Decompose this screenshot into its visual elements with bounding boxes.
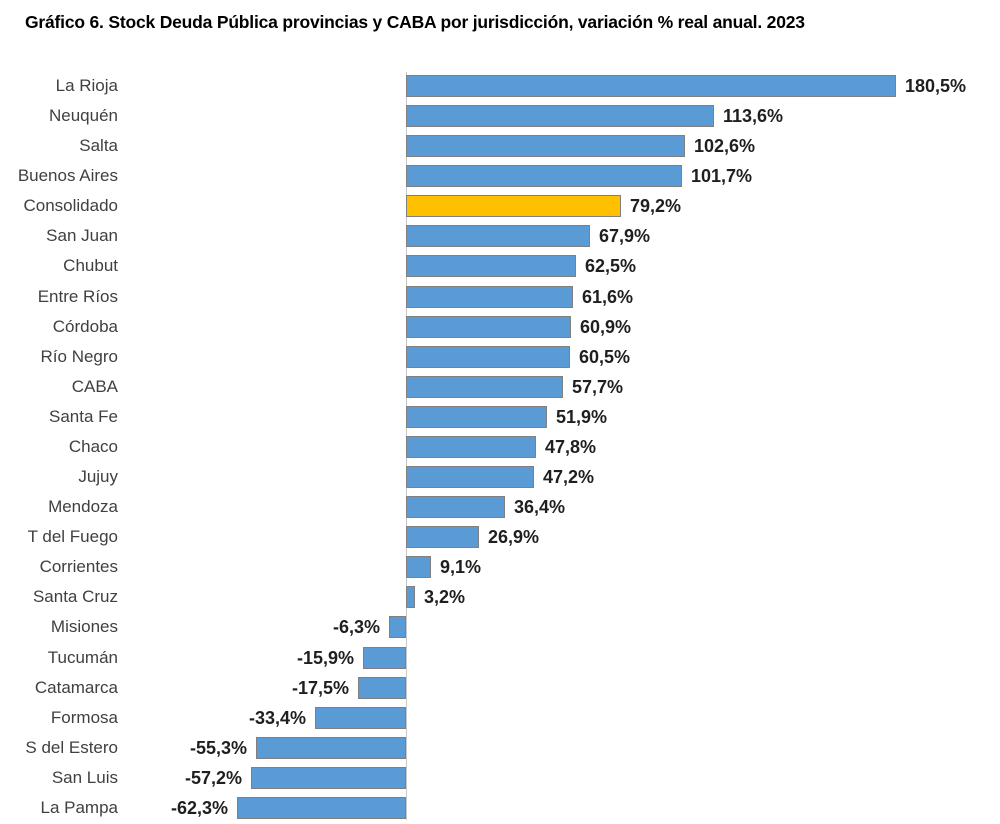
value-label: 180,5% [905,76,967,96]
bar [315,707,406,729]
category-label: La Rioja [55,76,118,95]
category-label: Buenos Aires [17,166,118,185]
bar [363,647,406,669]
value-label: 60,9% [580,317,632,337]
category-label: Tucumán [47,648,118,667]
bar [406,135,685,157]
category-label: Consolidado [23,196,118,215]
category-label: La Pampa [40,798,119,817]
bar [406,526,479,548]
category-label: Mendoza [48,497,118,516]
value-label: 60,5% [579,347,631,367]
bar [237,797,406,819]
bar [406,586,415,608]
category-label: Santa Cruz [32,587,118,606]
category-label: Entre Ríos [37,287,118,306]
bar [358,677,406,699]
value-label: -62,3% [170,798,228,818]
bar [406,165,682,187]
category-label: S del Estero [25,738,118,757]
value-label: 51,9% [556,407,608,427]
category-label: Salta [79,136,118,155]
bar [406,406,547,428]
category-label: Río Negro [40,347,118,366]
value-label: -33,4% [248,708,306,728]
category-label: Catamarca [34,678,118,697]
value-label: 36,4% [514,497,566,517]
category-label: Córdoba [52,317,118,336]
bar [406,436,536,458]
value-label: 3,2% [424,587,466,607]
category-label: Chubut [63,256,118,275]
category-label: Misiones [50,617,118,636]
bar [406,496,505,518]
category-label: Chaco [68,437,118,456]
value-label: -17,5% [291,678,349,698]
category-label: T del Fuego [27,527,118,546]
value-label: 47,2% [543,467,595,487]
value-label: 61,6% [582,287,634,307]
bar [251,767,406,789]
chart-title: Gráfico 6. Stock Deuda Pública provincia… [25,12,805,32]
category-label: Corrientes [39,557,118,576]
bar [406,255,576,277]
value-label: 113,6% [723,106,784,126]
bar [406,286,573,308]
bar [406,105,714,127]
value-label: 47,8% [545,437,597,457]
value-label: 79,2% [630,196,682,216]
bar [406,466,534,488]
category-label: San Juan [46,226,118,245]
category-label: Formosa [50,708,118,727]
value-label: 102,6% [694,136,756,156]
value-label: -15,9% [296,648,354,668]
bar [256,737,406,759]
bar [389,616,406,638]
category-label: CABA [71,377,118,396]
value-label: -6,3% [332,617,380,637]
bar [406,195,621,217]
category-label: Neuquén [48,106,118,125]
value-label: 67,9% [599,226,651,246]
category-label: San Luis [51,768,118,787]
bar [406,346,570,368]
bar [406,556,431,578]
bar [406,225,590,247]
category-label: Santa Fe [49,407,118,426]
value-label: 101,7% [691,166,753,186]
value-label: 26,9% [488,527,540,547]
bar [406,376,563,398]
value-label: 62,5% [585,256,637,276]
bar [406,316,571,338]
value-label: -55,3% [189,738,247,758]
value-label: 9,1% [440,557,482,577]
category-label: Jujuy [78,467,118,486]
value-label: 57,7% [572,377,624,397]
bar [406,75,896,97]
value-label: -57,2% [184,768,242,788]
